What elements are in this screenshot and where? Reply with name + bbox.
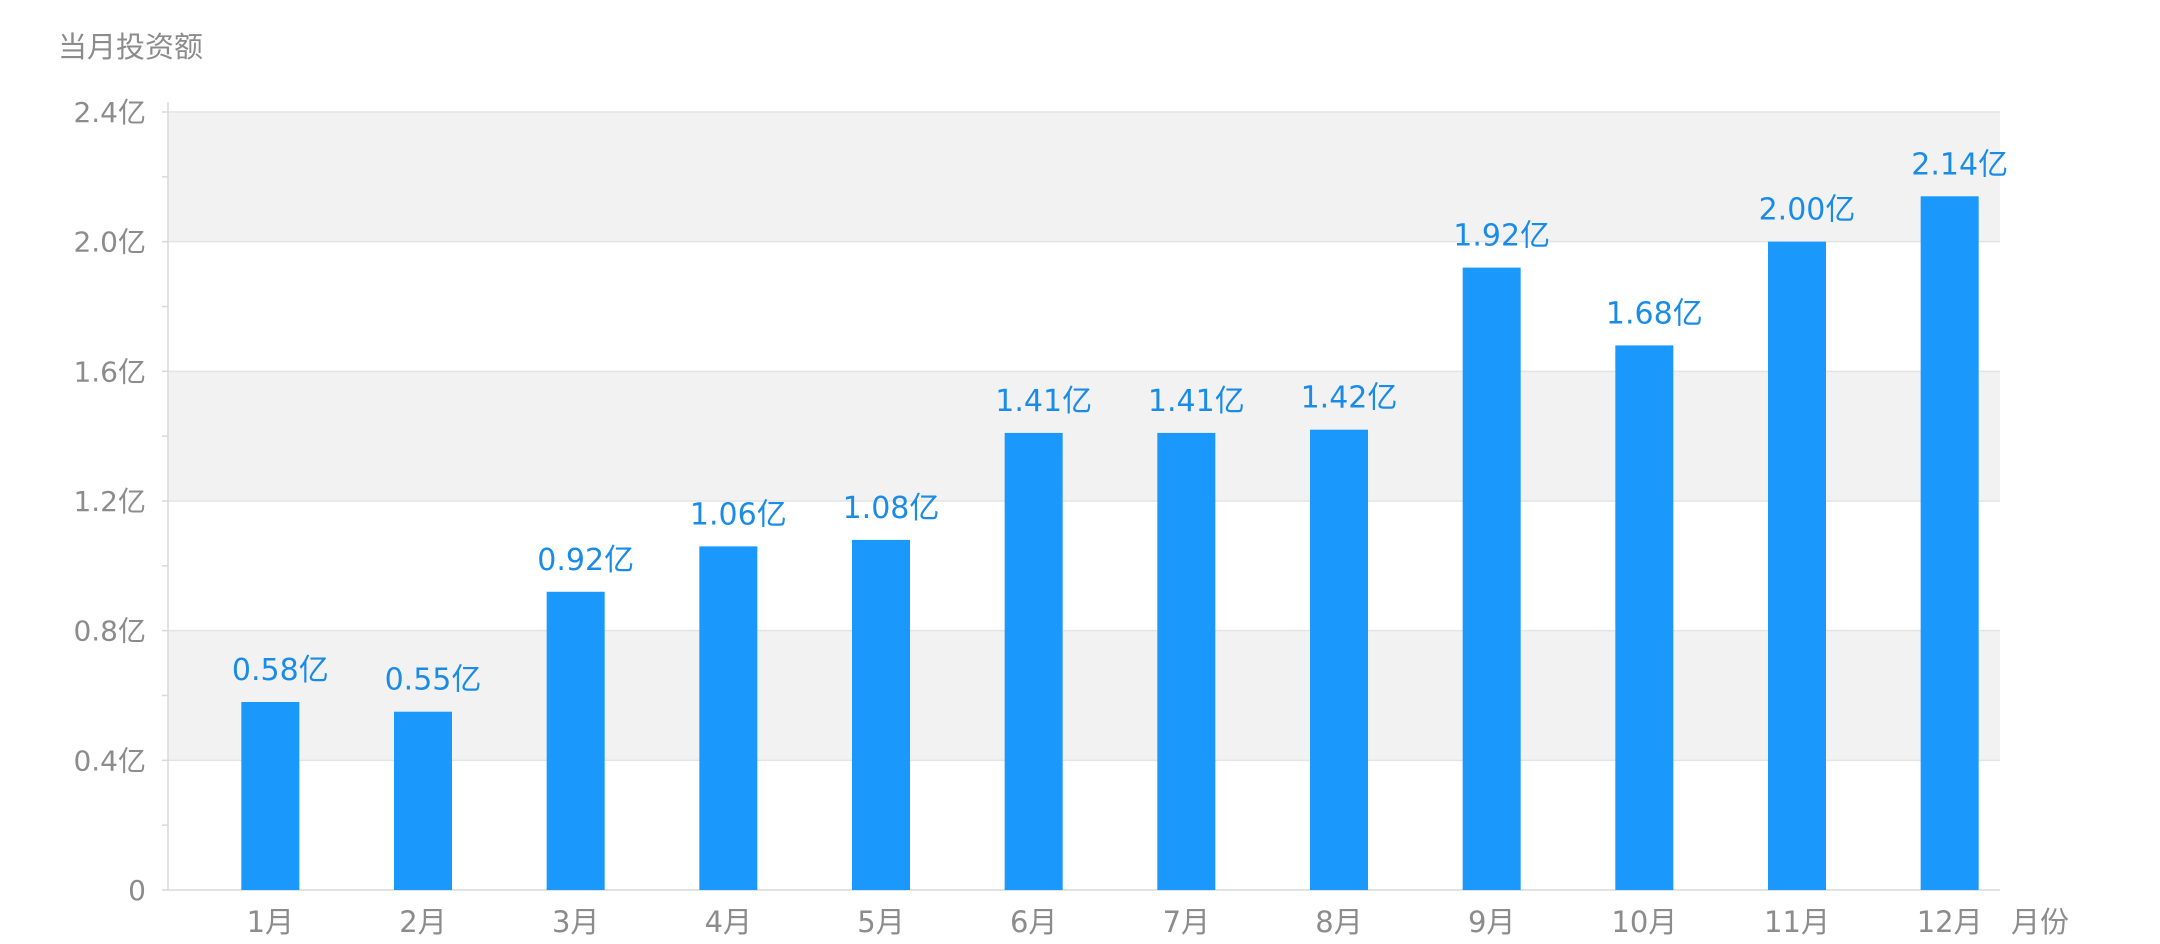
x-axis-ticks: 1月 2月 3月 4月 5月 6月 7月 8月 9月 10月 11月 12月 bbox=[247, 905, 1983, 939]
x-tick-label: 10月 bbox=[1611, 905, 1677, 939]
axes bbox=[162, 102, 2000, 891]
bar bbox=[699, 546, 758, 890]
background-band bbox=[168, 630, 2000, 761]
data-label: 1.68亿 bbox=[1606, 296, 1703, 331]
x-tick-label: 8月 bbox=[1315, 905, 1362, 939]
bar bbox=[1157, 432, 1216, 890]
y-axis-ticks: 0 0.4亿 0.8亿 1.2亿 1.6亿 2.0亿 2.4亿 bbox=[73, 96, 168, 907]
x-tick-label: 12月 bbox=[1917, 905, 1983, 939]
y-tick-label: 0.4亿 bbox=[73, 744, 146, 777]
data-label: 0.55亿 bbox=[385, 663, 482, 698]
bar bbox=[546, 591, 605, 890]
bar bbox=[1615, 345, 1674, 890]
background-bands bbox=[168, 112, 2000, 761]
x-tick-label: 1月 bbox=[247, 905, 294, 939]
x-tick-label: 9月 bbox=[1468, 905, 1515, 939]
bar bbox=[1768, 241, 1826, 890]
data-label: 0.92亿 bbox=[537, 543, 634, 578]
data-label: 1.41亿 bbox=[1148, 384, 1245, 419]
data-label: 1.42亿 bbox=[1301, 381, 1398, 416]
data-label: 1.08亿 bbox=[843, 491, 940, 526]
bars bbox=[241, 196, 1979, 891]
y-tick-label: 2.0亿 bbox=[73, 226, 146, 259]
background-band bbox=[168, 371, 2000, 501]
background-band bbox=[168, 112, 2000, 242]
y-tick-label: 1.6亿 bbox=[73, 355, 146, 388]
bar bbox=[1004, 432, 1063, 890]
bar bbox=[1310, 429, 1368, 890]
bar bbox=[241, 701, 300, 890]
bar bbox=[1920, 196, 1979, 891]
x-tick-label: 4月 bbox=[705, 905, 752, 939]
x-tick-label: 2月 bbox=[399, 905, 446, 939]
data-label: 2.14亿 bbox=[1911, 147, 2008, 182]
y-tick-label: 2.4亿 bbox=[73, 96, 146, 129]
x-tick-label: 5月 bbox=[857, 905, 904, 939]
data-label: 1.41亿 bbox=[995, 384, 1092, 419]
data-label: 0.58亿 bbox=[232, 653, 329, 688]
y-axis-title: 当月投资额 bbox=[58, 30, 204, 64]
y-tick-label: 1.2亿 bbox=[73, 485, 146, 518]
data-label: 1.06亿 bbox=[690, 497, 787, 532]
x-tick-label: 3月 bbox=[552, 905, 599, 939]
y-tick-label: 0.8亿 bbox=[73, 615, 146, 648]
x-tick-label: 7月 bbox=[1163, 905, 1210, 939]
x-axis-title: 月份 bbox=[2011, 905, 2069, 939]
data-label: 1.92亿 bbox=[1453, 219, 1550, 254]
gridlines bbox=[168, 111, 2000, 762]
bar bbox=[394, 711, 452, 890]
data-labels: 0.58亿 0.55亿 0.92亿 1.06亿 1.08亿 1.41亿 1.41亿 1.42亿… bbox=[232, 147, 2008, 697]
bar bbox=[1462, 267, 1521, 891]
data-label: 2.00亿 bbox=[1759, 193, 1856, 228]
x-tick-label: 11月 bbox=[1764, 905, 1830, 939]
x-tick-label: 6月 bbox=[1010, 905, 1057, 939]
y-tick-label: 0 bbox=[128, 874, 146, 907]
bar bbox=[852, 539, 910, 890]
